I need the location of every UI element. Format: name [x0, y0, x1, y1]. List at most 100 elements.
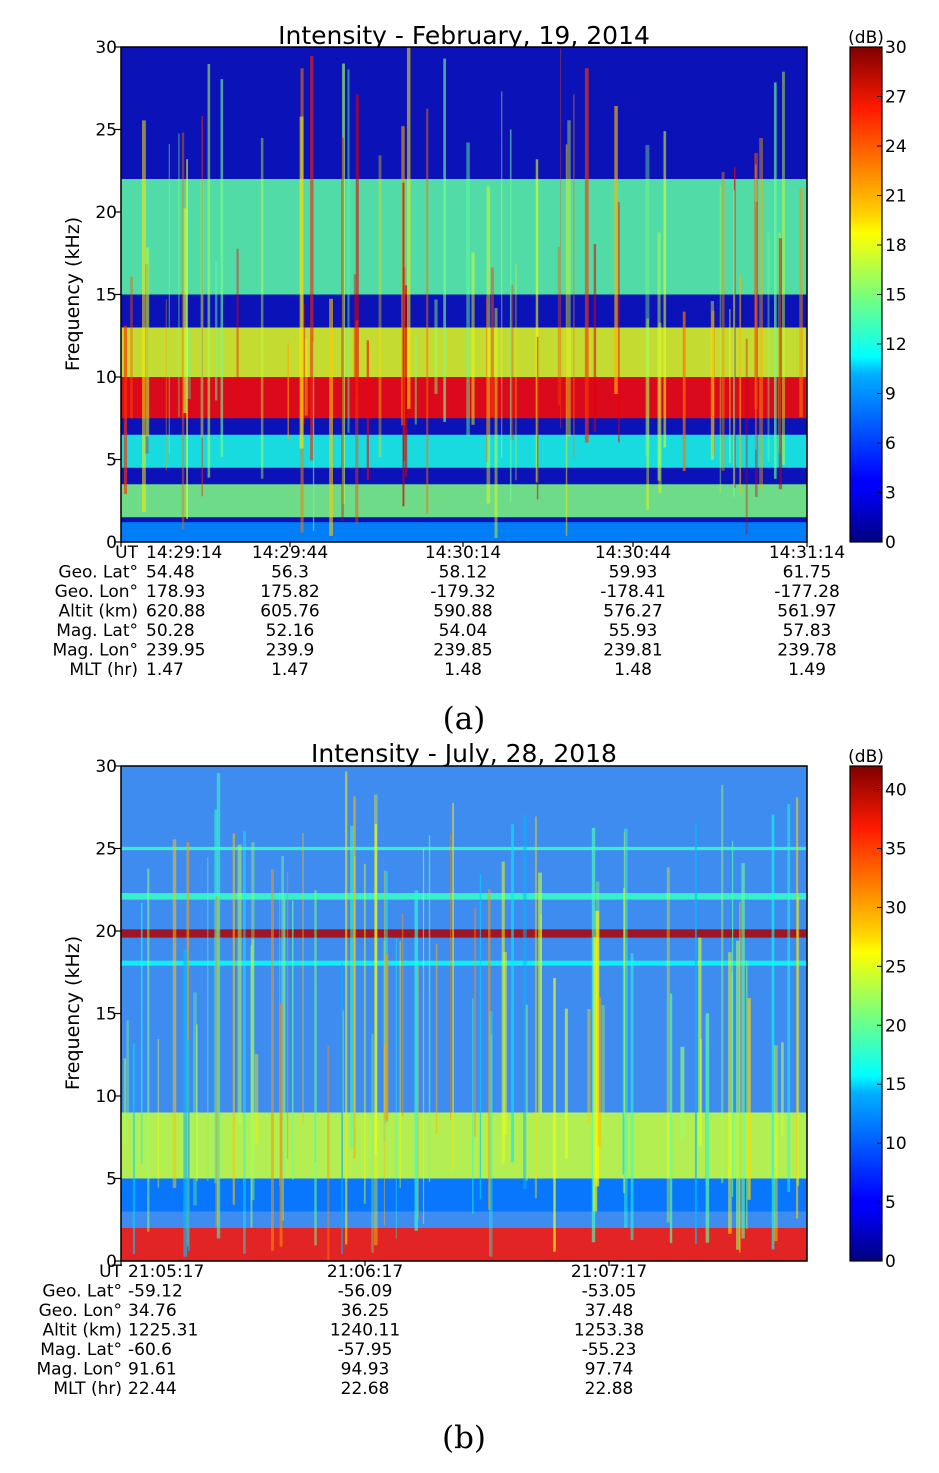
band-0	[121, 1228, 807, 1261]
streak-32	[711, 310, 715, 456]
streak-75	[540, 914, 542, 1113]
spectrogram-plot	[120, 765, 808, 1262]
streak-5	[187, 1038, 190, 1251]
row-value: 14:31:14	[769, 543, 845, 563]
streak-47	[165, 299, 167, 471]
row-value: 59.93	[609, 563, 658, 583]
streak-8	[535, 159, 539, 483]
streak-38	[466, 142, 470, 436]
streak-29	[312, 341, 315, 531]
streak-72	[486, 297, 488, 462]
row-value: 239.85	[433, 641, 492, 661]
streak-67	[130, 276, 133, 419]
x-ticks	[120, 542, 808, 547]
streak-101	[503, 952, 507, 1136]
streak-86	[193, 992, 197, 1206]
row-value: 1.48	[444, 660, 482, 680]
row-value: 1.48	[614, 660, 652, 680]
streak-96	[353, 796, 356, 1159]
streak-105	[705, 1013, 710, 1243]
streak-51	[402, 182, 405, 507]
band-5	[121, 179, 807, 295]
streak-92	[488, 1010, 493, 1257]
y-tick-label: 25	[95, 840, 117, 860]
colorbar-tick-label: 25	[885, 957, 907, 977]
streak-42	[142, 120, 146, 513]
streak-37	[614, 105, 618, 394]
streak-4	[759, 138, 763, 487]
streak-11	[363, 863, 366, 1204]
y-tick-label: 20	[95, 922, 117, 942]
streak-46	[731, 841, 734, 1197]
streak-2	[771, 814, 775, 1250]
streak-36	[733, 190, 735, 497]
streak-57	[494, 307, 498, 539]
streak-70	[450, 833, 452, 1120]
row-label: Mag. Lon°	[36, 1360, 122, 1380]
chart-title: Intensity - February, 19, 2014	[278, 21, 650, 50]
streak-61	[355, 320, 359, 524]
streak-18	[479, 874, 482, 1200]
streak-55	[404, 285, 408, 477]
row-value: 14:30:44	[595, 543, 671, 563]
y-tick-label: 30	[95, 38, 117, 58]
row-label: UT	[99, 1262, 122, 1282]
streak-108	[286, 872, 289, 1160]
streak-5	[745, 338, 748, 535]
colorbar-tick-label: 35	[885, 840, 907, 860]
streak-56	[719, 185, 722, 494]
streak-85	[736, 940, 740, 1250]
row-label: Geo. Lat°	[42, 1282, 122, 1302]
streak-55	[283, 899, 286, 1175]
streak-12	[270, 869, 274, 1251]
streak-21	[355, 94, 359, 398]
streak-72	[624, 828, 628, 1228]
row-value: 21:05:17	[128, 1262, 204, 1282]
streak-87	[132, 1043, 136, 1255]
row-value: 14:29:44	[252, 543, 328, 563]
streak-19	[645, 145, 650, 456]
colorbar-tick-label: 18	[885, 236, 907, 256]
row-value: 21:06:17	[327, 1262, 403, 1282]
band-1	[121, 484, 807, 518]
streak-9	[773, 1045, 778, 1242]
streak-83	[553, 977, 556, 1252]
streak-94	[291, 900, 294, 1180]
streak-45	[374, 824, 378, 1155]
streak-31	[157, 1039, 160, 1188]
streak-22	[729, 309, 731, 464]
row-value: 57.83	[783, 621, 832, 641]
streak-41	[350, 825, 354, 1147]
y-tick-label: 0	[106, 1252, 117, 1272]
streak-44	[741, 863, 745, 1239]
streak-52	[797, 896, 800, 1186]
band-6	[121, 960, 807, 966]
streak-100	[345, 771, 348, 1245]
streak-66	[299, 116, 304, 449]
streak-104	[501, 861, 505, 1164]
streak-49	[126, 1020, 129, 1120]
streak-53	[353, 274, 357, 414]
streak-10	[622, 966, 625, 1175]
streak-68	[755, 164, 757, 450]
colorbar-tick-label: 20	[885, 1016, 907, 1036]
streak-49	[657, 232, 661, 481]
row-label: Geo. Lat°	[58, 563, 138, 583]
row-label: Mag. Lon°	[52, 641, 138, 661]
band-5	[121, 846, 807, 851]
row-value: 178.93	[146, 582, 205, 602]
streak-30	[587, 1008, 591, 1125]
row-value: 1253.38	[574, 1321, 644, 1341]
streak-40	[399, 941, 401, 1188]
row-value: 94.93	[341, 1360, 390, 1380]
colorbar-tick-label: 21	[885, 187, 907, 207]
row-label: MLT (hr)	[69, 660, 138, 680]
streak-17	[557, 246, 561, 406]
streak-69	[366, 340, 369, 480]
streak-82	[314, 890, 317, 1246]
row-value: 52.16	[266, 621, 315, 641]
streak-40	[236, 248, 239, 408]
streak-102	[395, 938, 397, 1239]
colorbar-tick-label: 9	[885, 385, 896, 405]
y-axis-label: Frequency (kHz)	[62, 217, 84, 371]
